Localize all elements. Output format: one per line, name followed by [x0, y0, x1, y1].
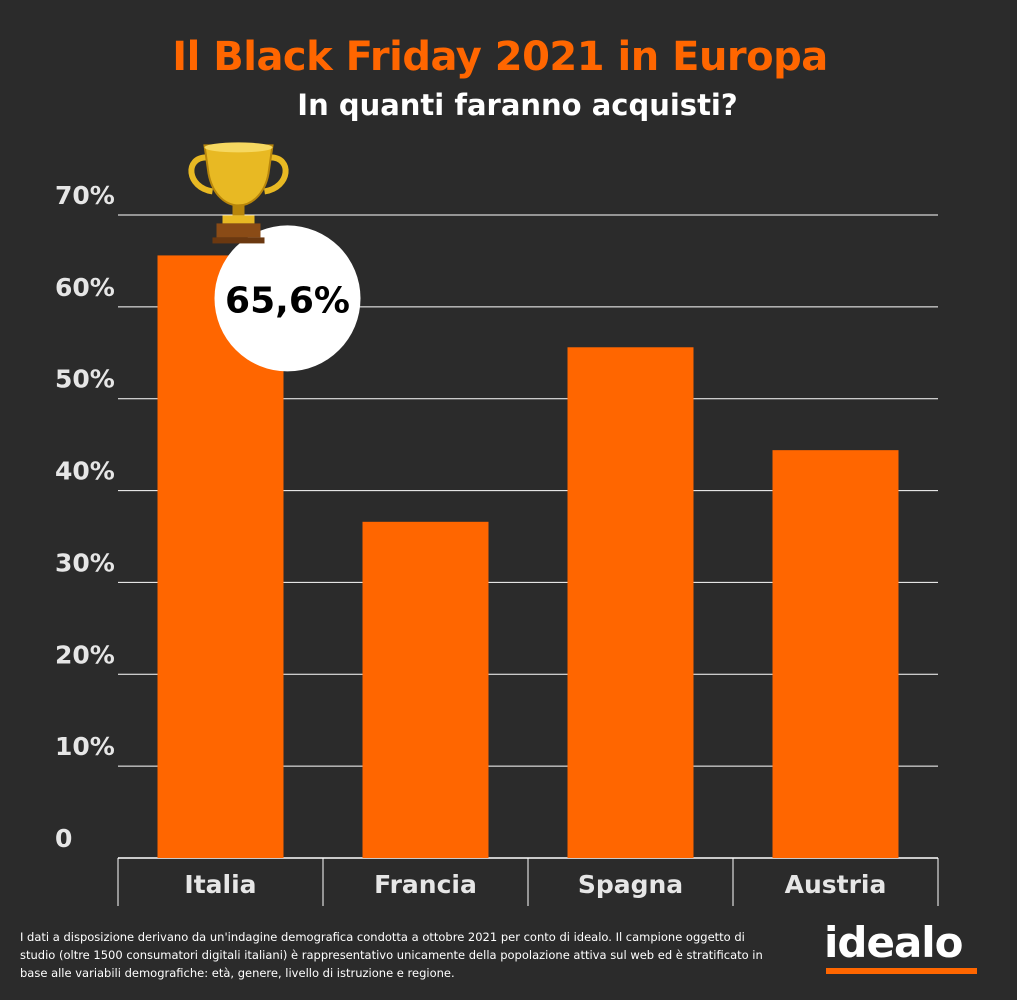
x-tick-label: Austria — [785, 870, 887, 899]
x-tick-label: Spagna — [578, 870, 683, 899]
footnote: I dati a disposizione derivano da un'ind… — [20, 930, 763, 980]
bar-austria — [772, 450, 899, 858]
x-tick-label: Italia — [184, 870, 256, 899]
y-tick-label: 0 — [55, 824, 72, 853]
bar-chart: 0 10% 20% 30% 40% 50% 60% 70% Italia Francia Spagn… — [55, 142, 939, 906]
x-tick-label: Francia — [374, 870, 477, 899]
bar-spagna — [567, 347, 694, 858]
idealo-logo: idealo — [822, 918, 980, 980]
logo-underline — [826, 968, 977, 974]
value-badge-label: 65,6% — [225, 280, 350, 321]
value-badge — [214, 225, 361, 372]
y-tick-label: 30% — [55, 548, 115, 577]
y-tick-label: 60% — [55, 273, 115, 302]
page-subtitle: In quanti faranno acquisti? — [297, 88, 738, 122]
y-tick-label: 20% — [55, 640, 115, 669]
y-tick-label: 70% — [55, 181, 115, 210]
y-tick-label: 10% — [55, 732, 115, 761]
bar-francia — [362, 521, 489, 858]
trophy-icon — [188, 142, 289, 244]
page-title: Il Black Friday 2021 in Europa — [172, 34, 828, 80]
y-tick-label: 50% — [55, 365, 115, 394]
y-tick-label: 40% — [55, 457, 115, 486]
logo-text: idealo — [824, 918, 964, 967]
